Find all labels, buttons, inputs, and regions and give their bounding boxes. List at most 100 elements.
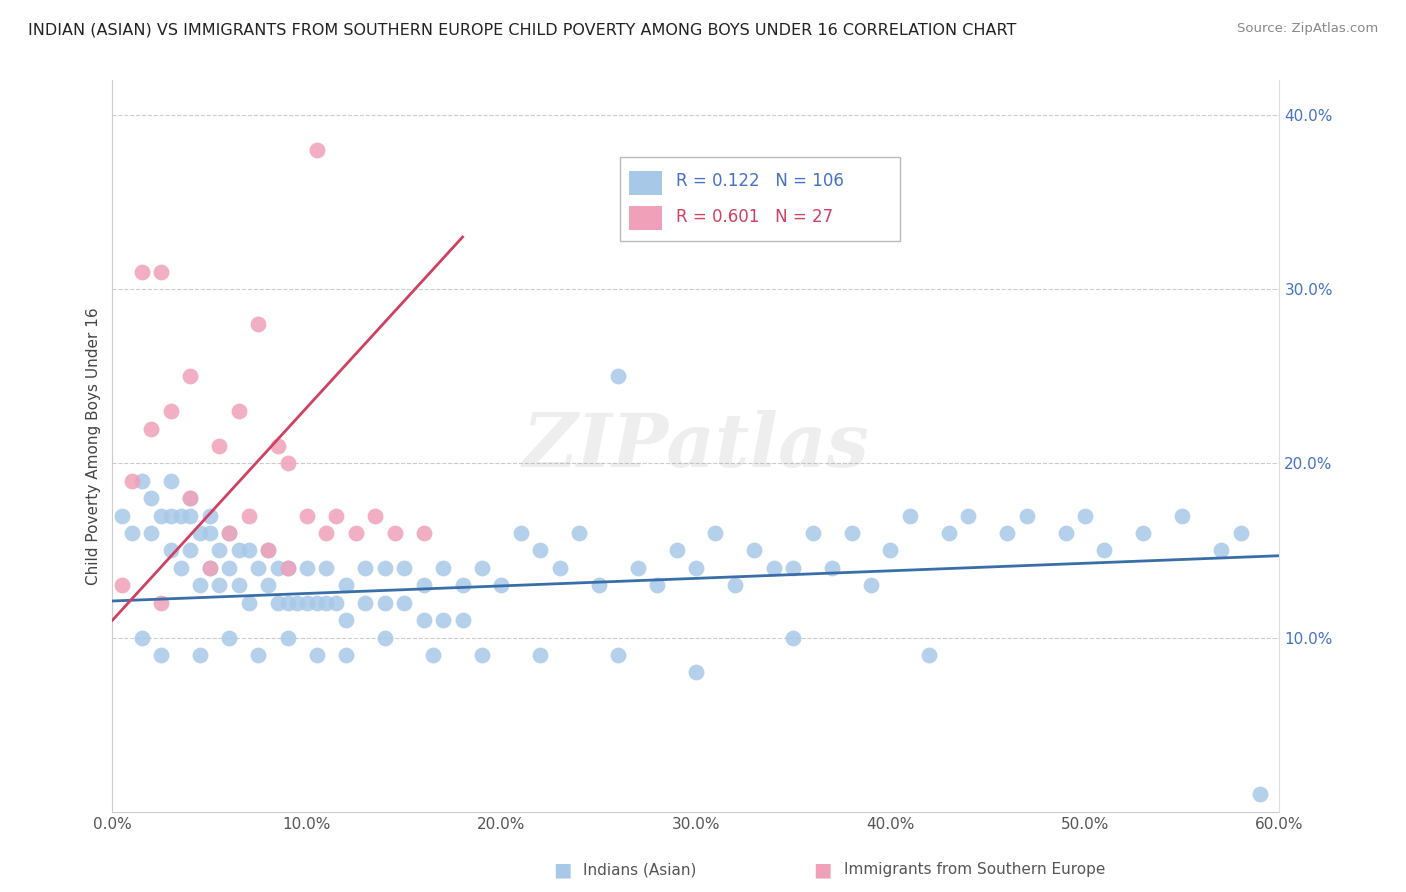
Point (859, 578, 883, 592)
Point (238, 508, 260, 523)
Point (344, 526, 367, 541)
Point (801, 526, 824, 541)
Text: Source: ZipAtlas.com: Source: ZipAtlas.com (1237, 22, 1378, 36)
Point (208, 543, 231, 558)
Point (179, 491, 201, 506)
Point (422, 648, 444, 662)
Point (315, 596, 337, 610)
Point (1132, 526, 1154, 541)
Point (179, 369, 201, 384)
Point (374, 596, 396, 610)
Point (131, 474, 153, 488)
Point (918, 648, 941, 662)
Point (257, 543, 280, 558)
Point (412, 613, 434, 627)
Point (588, 578, 610, 592)
Point (188, 578, 211, 592)
Point (198, 508, 221, 523)
Point (160, 404, 183, 418)
Point (898, 508, 921, 523)
Point (150, 508, 173, 523)
Point (1054, 526, 1077, 541)
Point (335, 648, 357, 662)
Point (276, 561, 298, 575)
Point (131, 631, 153, 645)
Point (315, 561, 337, 575)
Point (548, 561, 571, 575)
Point (364, 508, 387, 523)
Point (568, 526, 591, 541)
Point (218, 631, 240, 645)
Point (305, 143, 328, 157)
Point (685, 561, 707, 575)
Point (1015, 508, 1038, 523)
Point (247, 317, 270, 331)
Point (121, 474, 143, 488)
Point (141, 526, 163, 541)
Point (1171, 508, 1194, 523)
Point (957, 508, 980, 523)
Text: R = 0.601   N = 27: R = 0.601 N = 27 (676, 209, 834, 227)
Point (325, 596, 347, 610)
Point (1074, 508, 1097, 523)
Point (1209, 543, 1232, 558)
Point (218, 526, 240, 541)
Point (179, 543, 201, 558)
Point (782, 631, 804, 645)
Text: Indians (Asian): Indians (Asian) (583, 863, 697, 877)
Point (188, 648, 211, 662)
Point (257, 543, 280, 558)
Point (432, 613, 454, 627)
Point (208, 439, 231, 453)
Point (295, 596, 318, 610)
Point (228, 543, 250, 558)
Point (665, 543, 688, 558)
Point (111, 578, 134, 592)
Text: INDIAN (ASIAN) VS IMMIGRANTS FROM SOUTHERN EUROPE CHILD POVERTY AMONG BOYS UNDER: INDIAN (ASIAN) VS IMMIGRANTS FROM SOUTHE… (28, 22, 1017, 37)
Point (276, 631, 298, 645)
Point (247, 648, 270, 662)
Point (295, 561, 318, 575)
Text: Immigrants from Southern Europe: Immigrants from Southern Europe (844, 863, 1105, 877)
Point (938, 526, 960, 541)
Point (141, 491, 163, 506)
Point (188, 526, 211, 541)
Point (257, 578, 280, 592)
Point (285, 596, 308, 610)
Point (451, 578, 474, 592)
Point (607, 648, 630, 662)
Point (238, 543, 260, 558)
Point (1229, 526, 1251, 541)
Point (509, 526, 531, 541)
Point (267, 561, 290, 575)
Point (198, 526, 221, 541)
Point (392, 561, 416, 575)
Point (432, 561, 454, 575)
Point (267, 439, 290, 453)
Point (305, 648, 328, 662)
Point (228, 578, 250, 592)
Point (276, 596, 298, 610)
Point (198, 561, 221, 575)
Point (150, 265, 173, 279)
Point (198, 561, 221, 575)
Point (1092, 543, 1115, 558)
Point (218, 561, 240, 575)
Point (451, 613, 474, 627)
Point (354, 596, 377, 610)
Point (131, 265, 153, 279)
Point (412, 526, 434, 541)
Text: ZIPatlas: ZIPatlas (523, 409, 869, 483)
Point (276, 457, 298, 471)
FancyBboxPatch shape (620, 157, 900, 241)
Point (325, 508, 347, 523)
Point (335, 613, 357, 627)
Point (238, 596, 260, 610)
Point (179, 491, 201, 506)
Point (169, 508, 191, 523)
FancyBboxPatch shape (630, 171, 662, 195)
Point (121, 526, 143, 541)
Point (354, 561, 377, 575)
Point (335, 578, 357, 592)
Text: ■: ■ (553, 860, 572, 880)
